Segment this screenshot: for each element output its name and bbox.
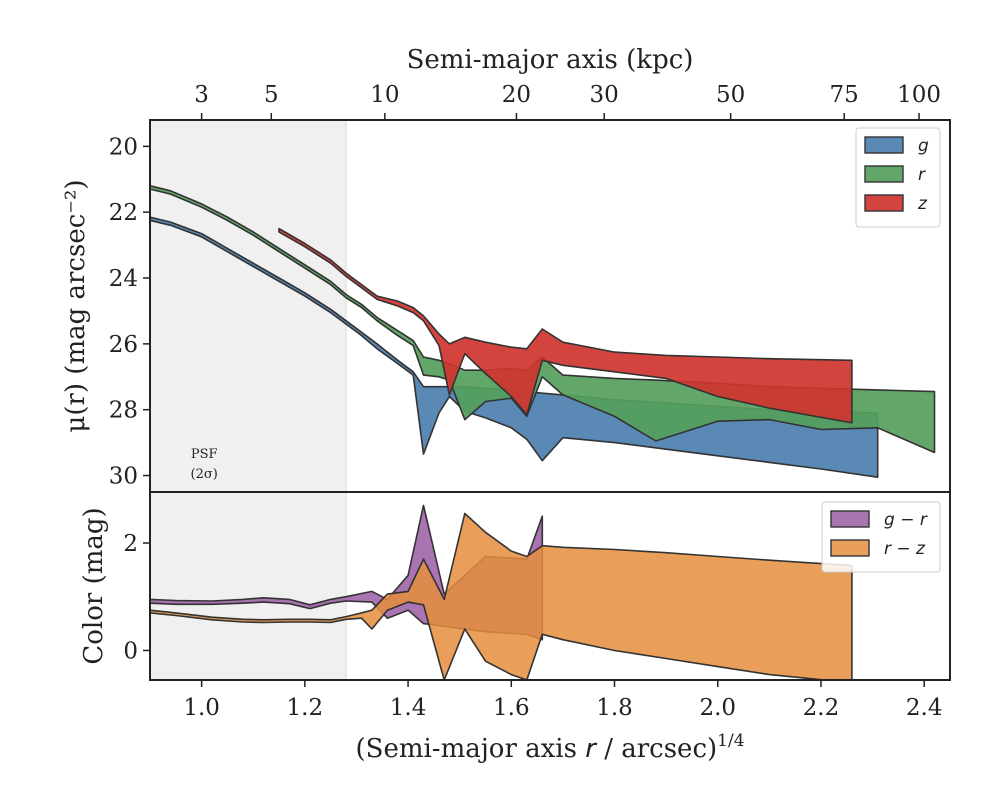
series-band-z bbox=[278, 227, 853, 424]
top-x-tick-label: 30 bbox=[590, 82, 619, 108]
top-x-axis-title: Semi-major axis (kpc) bbox=[407, 45, 694, 75]
x-tick-label: 1.8 bbox=[596, 695, 633, 721]
top-x-tick-label: 75 bbox=[830, 82, 859, 108]
plot-areas bbox=[150, 185, 936, 680]
top-x-tick-label: 5 bbox=[264, 82, 279, 108]
x-tick-label: 2.0 bbox=[699, 695, 736, 721]
x-tick-label: 1.6 bbox=[493, 695, 530, 721]
color-y-axis-title: Color (mag) bbox=[79, 507, 109, 664]
color-legend-swatch bbox=[830, 510, 870, 528]
axes bbox=[143, 113, 951, 687]
band-legend-swatch bbox=[864, 194, 904, 212]
top-x-tick-label: 50 bbox=[716, 82, 745, 108]
top-x-tick-label: 3 bbox=[194, 82, 209, 108]
band-legend-swatch bbox=[864, 165, 904, 183]
band-legend-swatch bbox=[864, 136, 904, 154]
top-x-tick-label: 100 bbox=[897, 82, 941, 108]
y-tick-label: 28 bbox=[109, 398, 138, 424]
color-y-tick-label: 2 bbox=[123, 531, 138, 557]
bottom-panel-frame bbox=[149, 491, 951, 681]
color-legend-swatch bbox=[830, 539, 870, 557]
psf-label-sigma: (2σ) bbox=[191, 467, 218, 482]
legends: grz g − r r − z bbox=[821, 127, 941, 573]
band-legend-label: z bbox=[917, 194, 928, 214]
y-tick-label: 20 bbox=[109, 134, 138, 160]
x-tick-label: 2.2 bbox=[803, 695, 840, 721]
axis-text: 20 22 24 26 28 30 0 2 1.0 1.2 1.4 1.6 1.8 2.0 2.2 2.4 3 5… bbox=[61, 45, 942, 764]
color-legend-label: r − z bbox=[884, 539, 926, 559]
y-axis-title: μ(r) (mag arcsec⁻²) bbox=[61, 179, 91, 432]
y-tick-label: 30 bbox=[109, 464, 138, 490]
color-band-r-z bbox=[150, 512, 853, 680]
y-tick-label: 24 bbox=[109, 266, 138, 292]
x-tick-label: 2.4 bbox=[906, 695, 943, 721]
band-legend-label: r bbox=[918, 165, 926, 185]
y-tick-label: 26 bbox=[109, 332, 138, 358]
psf-region bbox=[150, 120, 347, 680]
band-legend-label: g bbox=[918, 136, 929, 156]
x-tick-label: 1.4 bbox=[390, 695, 427, 721]
color-legend-label: g − r bbox=[884, 510, 928, 530]
psf-label: PSF bbox=[191, 447, 218, 462]
x-tick-label: 1.2 bbox=[287, 695, 324, 721]
x-tick-label: 1.0 bbox=[183, 695, 220, 721]
top-x-tick-label: 20 bbox=[502, 82, 531, 108]
top-x-tick-label: 10 bbox=[370, 82, 399, 108]
color-y-tick-label: 0 bbox=[123, 638, 138, 664]
y-tick-label: 22 bbox=[109, 200, 138, 226]
plot-backgrounds bbox=[150, 120, 347, 680]
x-axis-title: (Semi-major axis r / arcsec)1/4 bbox=[355, 731, 744, 764]
